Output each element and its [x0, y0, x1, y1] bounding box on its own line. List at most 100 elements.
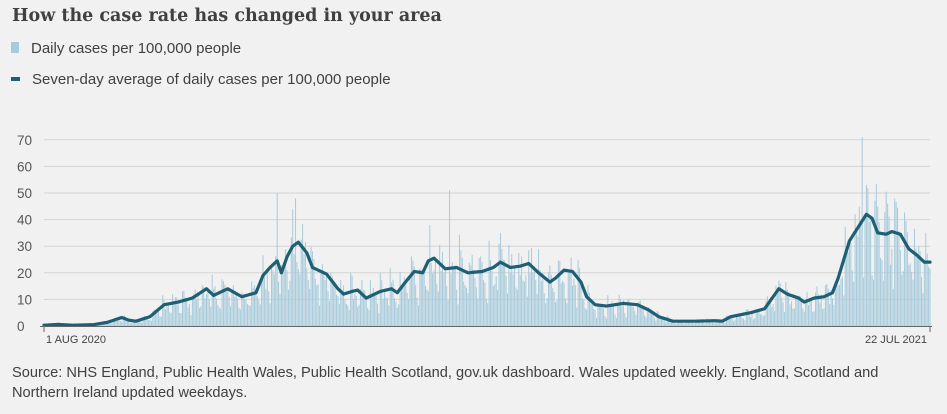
daily-case-bar: [268, 291, 270, 326]
daily-case-bar: [915, 248, 917, 326]
daily-case-bar: [149, 319, 151, 326]
daily-case-bar: [707, 319, 709, 326]
daily-case-bar: [430, 262, 432, 326]
daily-case-bar: [328, 300, 330, 326]
daily-case-bar: [731, 316, 733, 326]
daily-case-bar: [813, 311, 815, 326]
y-tick-label: 10: [17, 292, 32, 307]
daily-case-bar: [889, 264, 891, 326]
daily-case-bar: [126, 321, 128, 326]
daily-case-bar: [641, 305, 643, 326]
daily-case-bar: [352, 298, 354, 326]
daily-case-bar: [926, 253, 928, 326]
daily-case-bar: [581, 298, 583, 326]
daily-case-bar: [901, 274, 903, 326]
daily-case-bar: [556, 300, 558, 326]
daily-case-bar: [850, 243, 852, 326]
daily-case-bar: [207, 289, 209, 326]
daily-case-bar: [176, 297, 178, 326]
daily-case-bar: [538, 249, 540, 326]
daily-case-bar: [563, 282, 565, 326]
daily-case-bar: [710, 319, 712, 326]
daily-case-bar: [179, 312, 181, 326]
daily-case-bar: [230, 306, 232, 326]
daily-case-bar: [443, 272, 445, 326]
daily-case-bar: [190, 315, 192, 326]
daily-case-bar: [557, 260, 559, 326]
daily-case-bar: [564, 298, 566, 326]
daily-case-bar: [836, 284, 838, 326]
daily-case-bar: [295, 198, 297, 326]
daily-case-bar: [586, 309, 588, 326]
daily-case-bar: [440, 270, 442, 326]
daily-case-bar: [754, 318, 756, 326]
daily-case-bar: [453, 269, 455, 326]
y-tick-label: 0: [17, 319, 25, 334]
daily-case-bar: [752, 319, 754, 326]
daily-case-bar: [605, 318, 607, 326]
daily-case-bar: [750, 316, 752, 326]
daily-case-bar: [422, 270, 424, 326]
daily-case-bar: [262, 255, 264, 326]
daily-case-bar: [307, 280, 309, 326]
daily-case-bar: [433, 270, 435, 326]
daily-case-bar: [133, 320, 135, 326]
daily-case-bar: [748, 312, 750, 326]
daily-case-bar: [343, 285, 345, 326]
daily-case-bar: [155, 312, 157, 326]
daily-case-bar: [478, 258, 480, 326]
daily-case-bar: [635, 315, 637, 326]
daily-case-bar: [477, 298, 479, 326]
daily-case-bar: [436, 283, 438, 326]
daily-case-bar: [680, 322, 682, 326]
daily-case-bar: [895, 201, 897, 326]
daily-case-bar: [663, 320, 665, 326]
daily-case-bar: [772, 304, 774, 326]
daily-case-bar: [598, 304, 600, 326]
y-tick-label: 60: [17, 159, 32, 174]
daily-case-bar: [468, 262, 470, 326]
gridlines: 0 10 20 30 40 50 60 70: [17, 133, 930, 334]
daily-case-bar: [860, 221, 862, 326]
daily-case-bar: [629, 303, 631, 326]
legend-seven-day-average-label: Seven-day average of daily cases per 100…: [32, 71, 391, 88]
daily-case-bar: [594, 310, 596, 326]
daily-case-bar: [863, 277, 865, 326]
daily-case-bar: [213, 289, 215, 326]
daily-case-bar: [505, 275, 507, 326]
daily-case-bar: [491, 271, 493, 326]
daily-case-bar: [844, 226, 846, 326]
daily-case-bar: [871, 275, 873, 326]
x-label-end: 22 JUL 2021: [865, 334, 927, 346]
daily-case-bar: [172, 294, 174, 326]
daily-case-bar: [111, 323, 113, 326]
daily-case-bar: [324, 279, 326, 326]
daily-case-bar: [222, 281, 224, 326]
daily-case-bar: [167, 304, 169, 326]
daily-case-bar: [820, 294, 822, 326]
daily-case-bar: [906, 231, 908, 326]
y-tick-label: 50: [17, 186, 32, 201]
daily-case-bar: [726, 315, 728, 326]
daily-case-bar: [114, 318, 116, 326]
daily-case-bar: [417, 305, 419, 326]
daily-case-bar: [536, 294, 538, 326]
daily-case-bar: [875, 184, 877, 326]
daily-case-bar: [162, 295, 164, 326]
daily-case-bar: [413, 266, 415, 326]
daily-case-bar: [573, 278, 575, 326]
daily-case-bar: [153, 309, 155, 326]
daily-case-bar: [919, 251, 921, 326]
daily-case-bar: [217, 304, 219, 326]
daily-case-bar: [183, 290, 185, 326]
daily-case-bar: [665, 322, 667, 326]
daily-case-bar: [456, 289, 458, 326]
daily-case-bar: [583, 299, 585, 326]
daily-case-bar: [225, 291, 227, 326]
daily-case-bar: [145, 317, 147, 326]
daily-case-bar: [812, 311, 814, 326]
daily-case-bar: [488, 240, 490, 326]
daily-case-bar: [830, 290, 832, 326]
daily-case-bar: [484, 282, 486, 326]
